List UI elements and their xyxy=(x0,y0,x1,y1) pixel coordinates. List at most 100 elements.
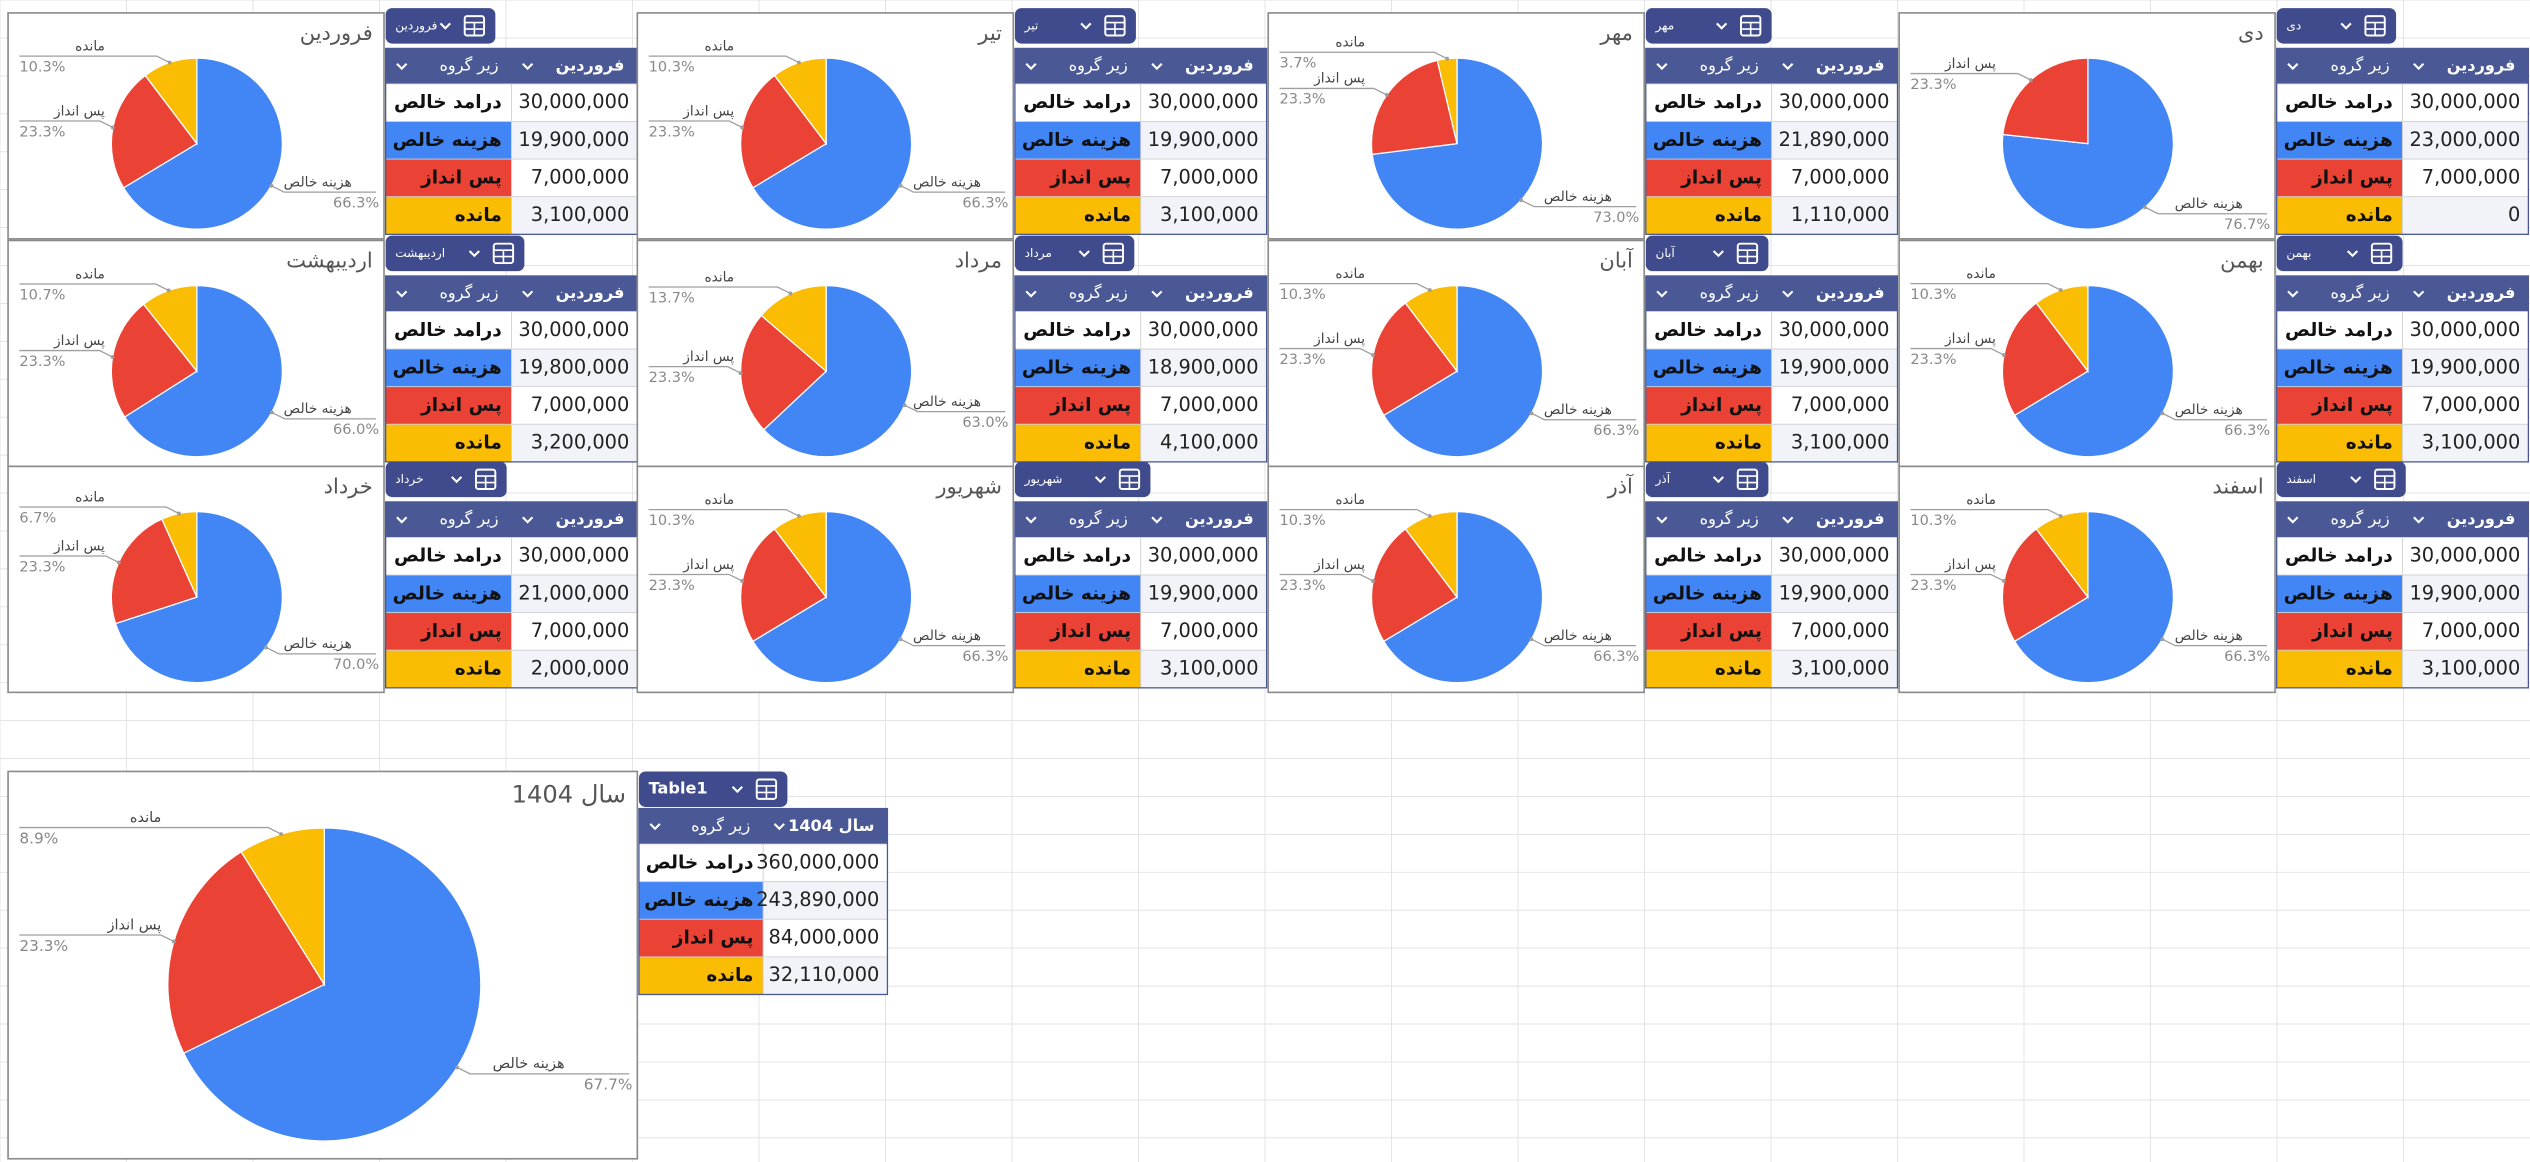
dropdown-chevron[interactable] xyxy=(1656,63,1668,71)
table-name[interactable]: مهر xyxy=(1654,18,1674,33)
column-header[interactable]: سال 1404 xyxy=(788,816,874,835)
table-name[interactable]: خرداد xyxy=(395,472,423,487)
table-name[interactable]: مرداد xyxy=(1025,246,1052,261)
dropdown-chevron[interactable] xyxy=(1656,516,1668,524)
dropdown-chevron[interactable] xyxy=(649,823,661,831)
column-header[interactable]: زیر گروه xyxy=(691,816,750,836)
column-header[interactable]: زیر گروه xyxy=(439,509,498,529)
dropdown-chevron[interactable] xyxy=(2413,516,2425,524)
dropdown-chevron[interactable] xyxy=(2287,516,2299,524)
dropdown-chevron[interactable] xyxy=(396,516,408,524)
dropdown-chevron[interactable] xyxy=(1782,290,1794,298)
dropdown-chevron[interactable] xyxy=(439,22,451,30)
dropdown-chevron[interactable] xyxy=(522,516,534,524)
table-menu-icon[interactable] xyxy=(1104,15,1126,37)
table-name[interactable]: اسفند xyxy=(2286,472,2316,486)
column-header[interactable]: فروردین xyxy=(556,509,625,528)
column-header[interactable]: زیر گروه xyxy=(2331,56,2390,76)
table-menu-icon[interactable] xyxy=(492,242,515,265)
dropdown-chevron[interactable] xyxy=(1094,476,1107,484)
dropdown-chevron[interactable] xyxy=(1716,22,1728,30)
dropdown-chevron[interactable] xyxy=(1025,516,1037,524)
dropdown-chevron[interactable] xyxy=(522,63,534,71)
table-name[interactable]: تیر xyxy=(1024,18,1039,33)
dropdown-chevron[interactable] xyxy=(2287,290,2299,298)
column-header[interactable]: زیر گروه xyxy=(2331,283,2390,303)
column-header[interactable]: فروردین xyxy=(1816,509,1885,528)
dropdown-chevron[interactable] xyxy=(1080,22,1092,30)
table-menu-icon[interactable] xyxy=(755,778,778,800)
table-menu-icon[interactable] xyxy=(1740,15,1762,37)
table-tab[interactable] xyxy=(1014,461,1151,498)
dropdown-chevron[interactable] xyxy=(731,786,743,794)
dropdown-chevron[interactable] xyxy=(451,476,463,484)
dropdown-chevron[interactable] xyxy=(1712,250,1724,258)
dropdown-chevron[interactable] xyxy=(2350,476,2362,484)
dropdown-chevron[interactable] xyxy=(396,63,408,71)
dropdown-chevron[interactable] xyxy=(468,250,480,258)
dropdown-chevron[interactable] xyxy=(1025,63,1037,71)
dropdown-chevron[interactable] xyxy=(1151,290,1163,298)
table-menu-icon[interactable] xyxy=(475,468,497,490)
table-tab[interactable] xyxy=(2276,461,2406,498)
table-name[interactable]: شهریور xyxy=(1024,472,1063,487)
column-header[interactable]: فروردین xyxy=(2447,509,2516,528)
table-menu-icon[interactable] xyxy=(463,15,486,37)
table-name[interactable]: بهمن xyxy=(2286,246,2311,261)
column-header[interactable]: فروردین xyxy=(556,283,625,302)
table-tab[interactable] xyxy=(638,771,788,807)
dropdown-chevron[interactable] xyxy=(1078,250,1090,258)
column-header[interactable]: زیر گروه xyxy=(1069,283,1128,303)
column-header[interactable]: فروردین xyxy=(2447,56,2516,75)
column-header[interactable]: زیر گروه xyxy=(2331,509,2390,529)
dropdown-chevron[interactable] xyxy=(2340,22,2352,30)
table-menu-icon[interactable] xyxy=(2370,242,2393,265)
dropdown-chevron[interactable] xyxy=(396,290,408,298)
dropdown-chevron[interactable] xyxy=(2413,290,2425,298)
table-menu-icon[interactable] xyxy=(1102,242,1124,265)
table-name[interactable]: آذر xyxy=(1654,471,1670,487)
column-header[interactable]: فروردین xyxy=(556,56,625,75)
table-tab[interactable] xyxy=(1645,8,1772,44)
table-name[interactable]: فروردین xyxy=(395,18,437,33)
table-tab[interactable] xyxy=(385,235,525,272)
column-header[interactable]: زیر گروه xyxy=(1700,509,1759,529)
dropdown-chevron[interactable] xyxy=(1151,63,1163,71)
column-header[interactable]: زیر گروه xyxy=(439,283,498,303)
column-header[interactable]: زیر گروه xyxy=(1069,509,1128,529)
column-header[interactable]: زیر گروه xyxy=(1069,56,1128,76)
dropdown-chevron[interactable] xyxy=(2346,250,2359,258)
table-tab[interactable] xyxy=(2276,235,2403,272)
column-header[interactable]: فروردین xyxy=(1185,283,1254,302)
dropdown-chevron[interactable] xyxy=(773,823,785,831)
column-header[interactable]: فروردین xyxy=(1816,283,1885,302)
column-header[interactable]: فروردین xyxy=(1185,509,1254,528)
row-label: درامد خالص xyxy=(394,92,502,113)
dropdown-chevron[interactable] xyxy=(1151,516,1163,524)
dropdown-chevron[interactable] xyxy=(1712,476,1724,484)
dropdown-chevron[interactable] xyxy=(2413,63,2425,71)
table-menu-icon[interactable] xyxy=(2374,468,2396,490)
table-menu-icon[interactable] xyxy=(2364,15,2386,37)
dropdown-chevron[interactable] xyxy=(1025,290,1037,298)
column-header[interactable]: فروردین xyxy=(1185,56,1254,75)
column-header[interactable]: فروردین xyxy=(1816,56,1885,75)
column-header[interactable]: فروردین xyxy=(2447,283,2516,302)
table-name[interactable]: اردیبهشت xyxy=(395,246,445,261)
chart-title: اردیبهشت xyxy=(286,248,372,272)
table-name[interactable]: Table1 xyxy=(649,779,708,798)
column-header[interactable]: زیر گروه xyxy=(439,56,498,76)
dropdown-chevron[interactable] xyxy=(2287,63,2299,71)
dropdown-chevron[interactable] xyxy=(1656,290,1668,298)
table-name[interactable]: دی xyxy=(2286,18,2301,32)
column-header[interactable]: زیر گروه xyxy=(1700,283,1759,303)
table-menu-icon[interactable] xyxy=(1736,242,1759,265)
dropdown-chevron[interactable] xyxy=(1782,516,1794,524)
table-name[interactable]: آبان xyxy=(1655,245,1675,260)
table-menu-icon[interactable] xyxy=(1736,468,1759,490)
dropdown-chevron[interactable] xyxy=(1782,63,1794,71)
dropdown-chevron[interactable] xyxy=(522,290,534,298)
column-header[interactable]: زیر گروه xyxy=(1700,56,1759,76)
row-value: 3,100,000 xyxy=(1791,657,1890,680)
table-menu-icon[interactable] xyxy=(1118,468,1141,490)
